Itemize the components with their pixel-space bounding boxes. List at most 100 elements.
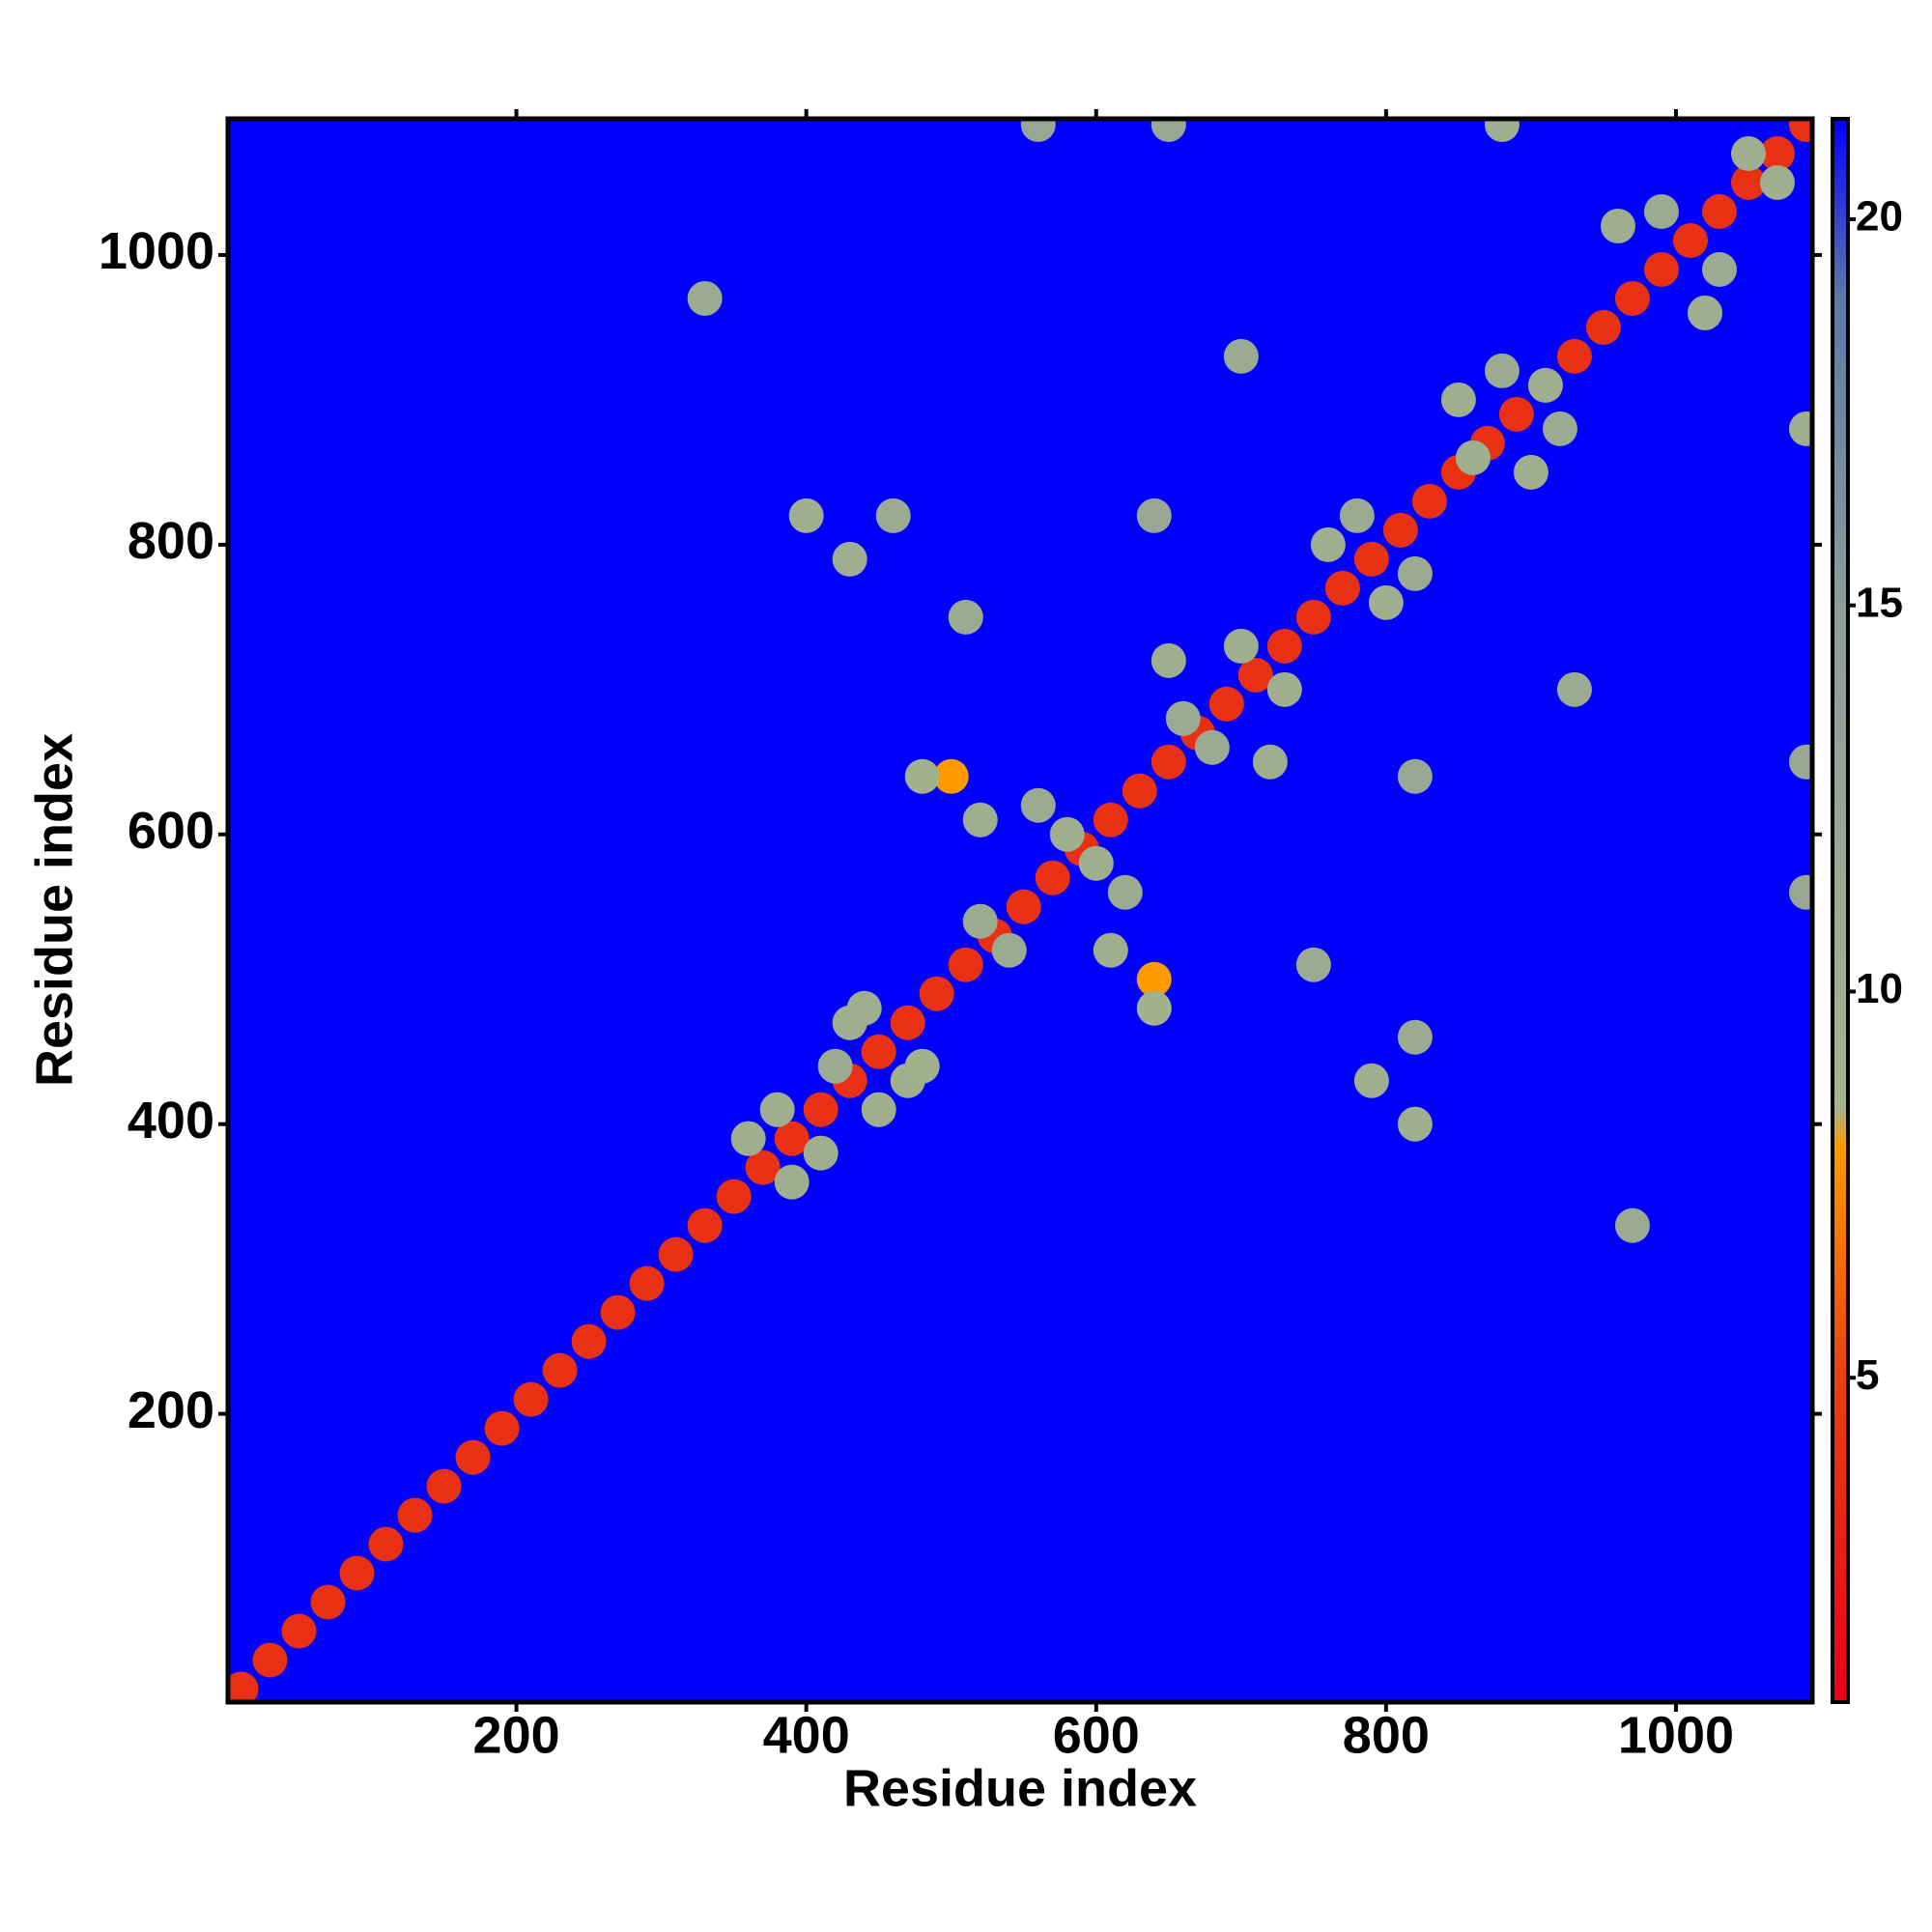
cell xyxy=(1542,411,1577,446)
cell xyxy=(730,1121,766,1156)
cell xyxy=(687,1208,723,1243)
cell xyxy=(1049,816,1085,852)
colorbar-tick-label: 20 xyxy=(1856,193,1903,241)
x-tick-label: 1000 xyxy=(1618,1706,1734,1764)
cell xyxy=(658,1236,694,1272)
cell xyxy=(774,1121,810,1156)
y-tick-label: 400 xyxy=(128,1092,214,1150)
colorbar-tick-label: 15 xyxy=(1856,579,1903,626)
cell xyxy=(1368,584,1404,620)
cell xyxy=(948,947,983,982)
cell xyxy=(1382,512,1418,548)
cell xyxy=(1397,555,1433,591)
cell xyxy=(426,1468,462,1504)
cell xyxy=(1136,961,1172,997)
cell xyxy=(1165,700,1201,736)
plot-frame xyxy=(225,116,1815,1705)
x-tick-label: 800 xyxy=(1343,1706,1430,1764)
cell xyxy=(1759,164,1795,200)
cell xyxy=(1136,990,1172,1026)
cell xyxy=(904,758,940,794)
cell xyxy=(832,541,867,577)
cell xyxy=(1006,889,1041,924)
cell xyxy=(803,1092,838,1127)
cell xyxy=(1223,628,1259,664)
cell xyxy=(687,280,723,316)
cell xyxy=(1397,758,1433,794)
cell xyxy=(1440,382,1476,417)
cell xyxy=(1151,119,1186,142)
cell xyxy=(1093,802,1128,838)
cell xyxy=(904,1048,940,1084)
cell xyxy=(1730,164,1766,200)
cell xyxy=(875,497,911,533)
cell xyxy=(1324,570,1360,606)
cell xyxy=(1136,497,1172,533)
cell xyxy=(1701,193,1737,229)
cell xyxy=(310,1584,346,1620)
cell xyxy=(629,1265,665,1301)
cell xyxy=(846,990,882,1026)
y-tick-label: 600 xyxy=(128,802,214,860)
cell xyxy=(1788,874,1812,910)
cell xyxy=(1295,947,1331,982)
cell xyxy=(803,1135,838,1171)
colorbar xyxy=(1831,117,1850,1704)
colorbar-tick-label: 10 xyxy=(1856,965,1903,1012)
x-axis-title: Residue index xyxy=(843,1759,1197,1817)
y-tick-label: 200 xyxy=(128,1381,214,1439)
cell xyxy=(252,1642,288,1678)
cells xyxy=(228,119,1812,1702)
cell xyxy=(716,1179,752,1214)
x-tick-label: 600 xyxy=(1053,1706,1140,1764)
cell xyxy=(1194,729,1230,765)
cell xyxy=(1266,628,1302,664)
cell xyxy=(933,758,969,794)
cell xyxy=(1730,135,1766,171)
cell xyxy=(948,599,983,635)
y-axis-title: Residue index xyxy=(25,733,83,1087)
cell xyxy=(1672,222,1708,258)
y-tick-label: 800 xyxy=(128,512,214,570)
cell xyxy=(861,1092,896,1127)
cell xyxy=(1397,1019,1433,1055)
cell xyxy=(962,903,998,939)
cell xyxy=(1701,251,1737,287)
cell xyxy=(397,1497,433,1533)
cell xyxy=(1397,1106,1433,1142)
cell xyxy=(600,1294,636,1330)
cell xyxy=(1484,353,1520,388)
cell xyxy=(1339,497,1375,533)
cell xyxy=(455,1439,491,1475)
cell xyxy=(1078,845,1114,881)
cell xyxy=(228,1671,259,1702)
cell xyxy=(1600,208,1635,243)
cell xyxy=(1455,440,1491,475)
cell xyxy=(1759,135,1795,171)
cell xyxy=(1020,787,1056,823)
cell xyxy=(1035,860,1070,895)
cell xyxy=(788,497,824,533)
cell xyxy=(339,1555,375,1591)
cell xyxy=(1020,119,1056,142)
cell xyxy=(1353,541,1389,577)
cell xyxy=(281,1613,317,1649)
cell xyxy=(368,1526,404,1562)
cell xyxy=(817,1048,853,1084)
cell xyxy=(1411,483,1447,519)
cell xyxy=(1151,642,1186,678)
cell xyxy=(1643,193,1679,229)
cell xyxy=(1107,874,1143,910)
cell xyxy=(1093,932,1128,968)
cell xyxy=(759,1092,795,1127)
cell xyxy=(890,1005,925,1040)
cell xyxy=(1151,744,1186,780)
cell xyxy=(1556,338,1592,374)
colorbar-tick-label: 5 xyxy=(1856,1351,1879,1399)
x-tick-label: 400 xyxy=(763,1706,850,1764)
cell xyxy=(919,976,954,1011)
cell xyxy=(1353,1063,1389,1098)
cell xyxy=(1585,309,1621,345)
y-tick-label: 1000 xyxy=(99,222,214,280)
